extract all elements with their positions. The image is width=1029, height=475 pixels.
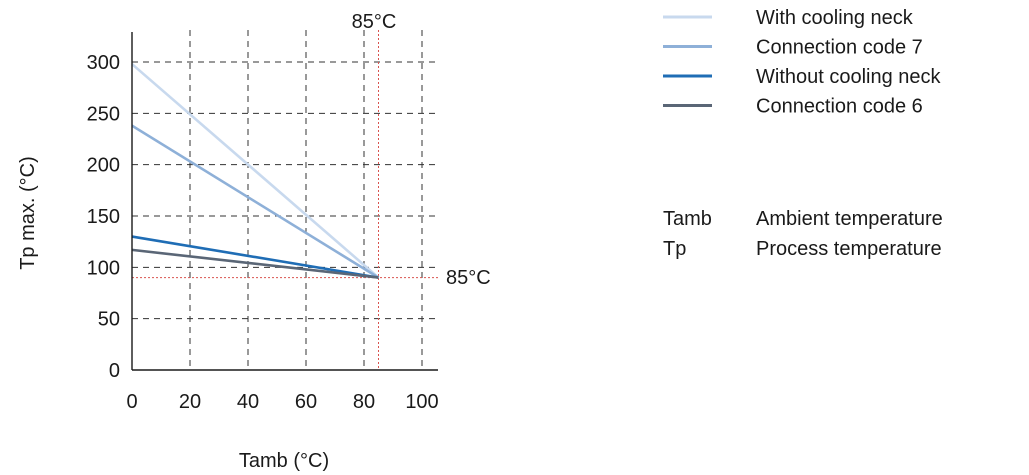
tick-labels: 0 20 40 60 80 100 0 50 100 150 200 250 300	[87, 52, 439, 413]
abbreviation-term: Tamb	[663, 208, 712, 230]
x-tick-label: 20	[179, 391, 201, 413]
abbreviation-meaning: Process temperature	[756, 238, 942, 260]
abbreviation-list: Tamb Ambient temperature Tp Process tempera…	[663, 208, 943, 260]
reference-y-label: 85°C	[446, 267, 491, 289]
x-tick-label: 0	[126, 391, 137, 413]
series-line	[131, 235, 379, 279]
abbreviation-meaning: Ambient temperature	[756, 208, 943, 230]
reference-x-label: 85°C	[352, 11, 397, 33]
y-axis-title: Tp max. (°C)	[17, 156, 39, 270]
grid-layer	[132, 30, 438, 370]
y-tick-label: 300	[87, 52, 120, 74]
series-line	[131, 124, 380, 279]
series-layer	[131, 63, 380, 279]
x-tick-label: 80	[353, 391, 375, 413]
y-tick-label: 200	[87, 155, 120, 177]
axes	[131, 32, 438, 371]
abbreviation-term: Tp	[663, 238, 686, 260]
reference-lines	[132, 30, 440, 370]
y-tick-label: 150	[87, 206, 120, 228]
y-tick-label: 0	[109, 360, 120, 382]
x-tick-label: 60	[295, 391, 317, 413]
y-tick-label: 250	[87, 103, 120, 125]
y-tick-label: 100	[87, 257, 120, 279]
series-line	[131, 248, 379, 279]
legend-label: Connection code 7	[756, 37, 923, 59]
legend-label: Without cooling neck	[756, 66, 942, 88]
y-tick-label: 50	[98, 309, 120, 331]
x-tick-label: 100	[405, 391, 438, 413]
legend-label: Connection code 6	[756, 96, 923, 118]
legend-label: With cooling neck	[756, 7, 914, 29]
x-axis-title: Tamb (°C)	[239, 450, 329, 472]
legend: With cooling neck Connection code 7 Withou…	[663, 7, 942, 118]
x-tick-label: 40	[237, 391, 259, 413]
series-line	[131, 63, 380, 279]
